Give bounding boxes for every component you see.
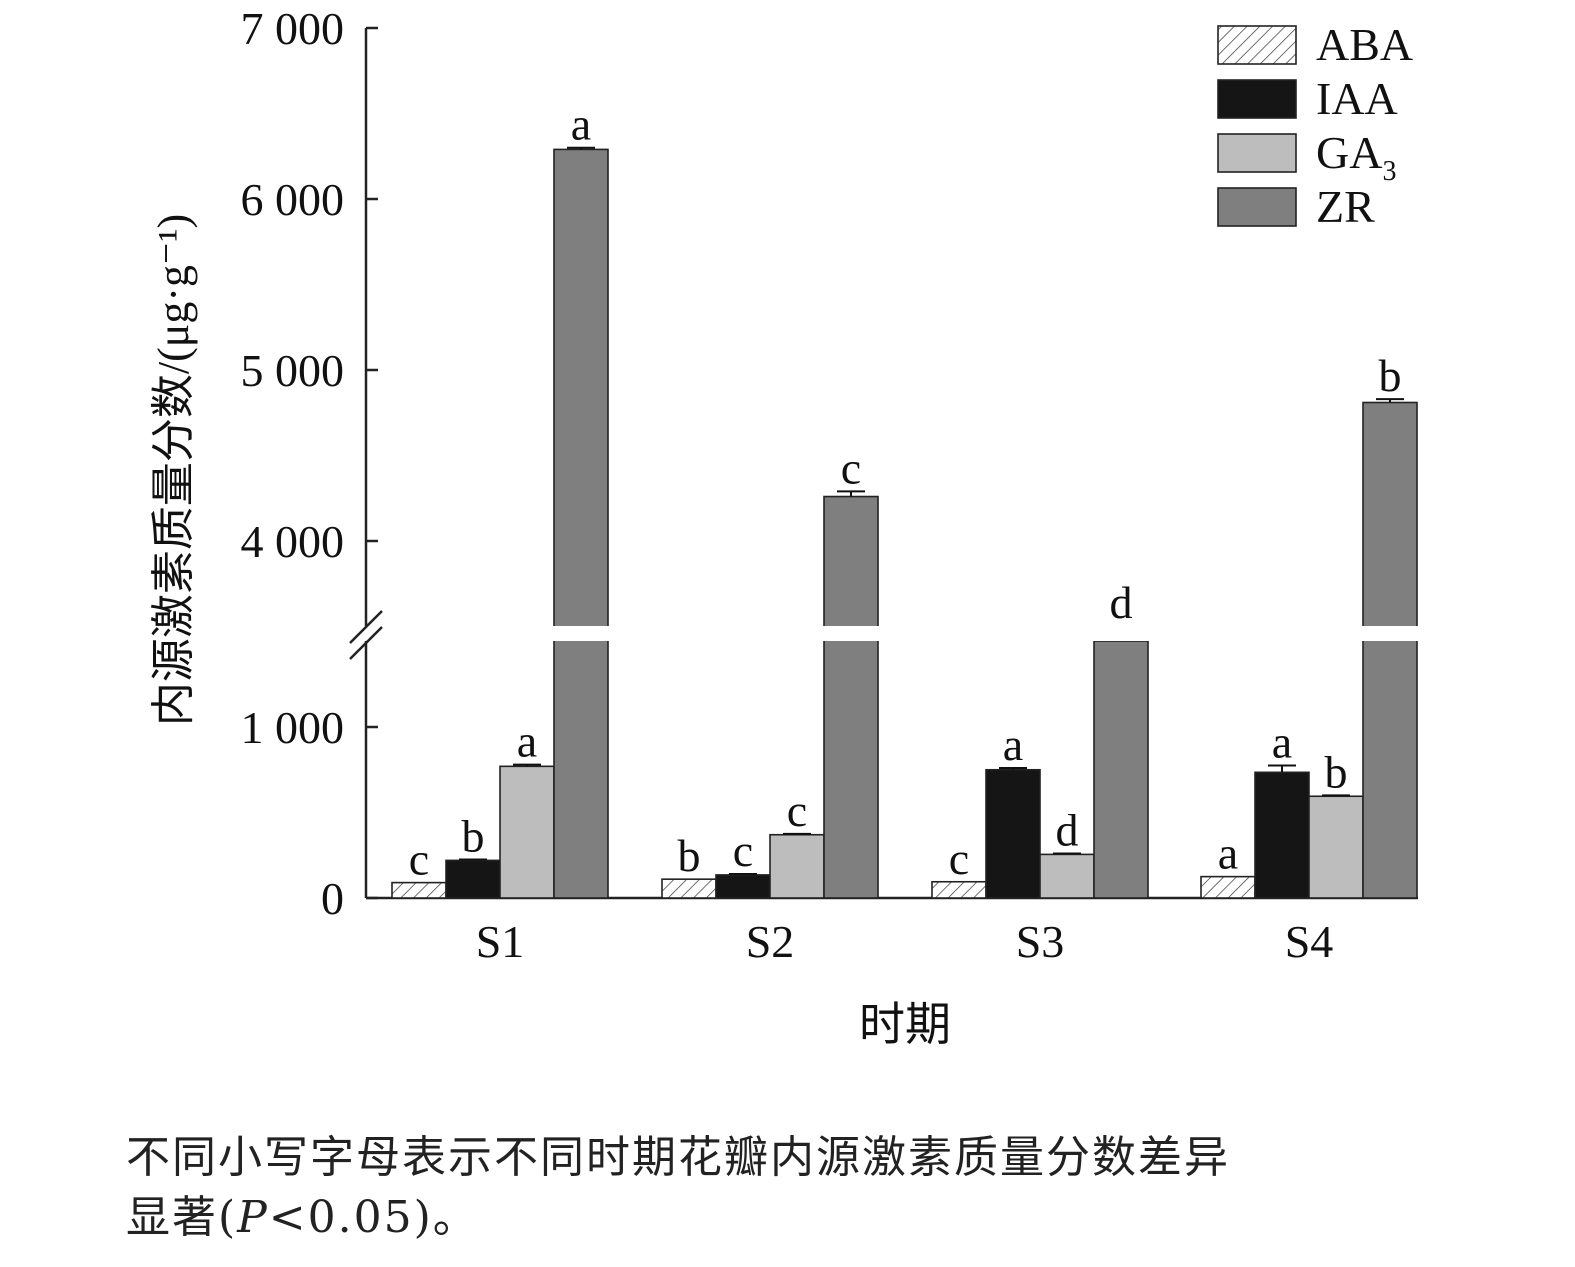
legend-subscript: 3 xyxy=(1382,156,1396,187)
legend-swatch-aba xyxy=(1217,25,1297,65)
legend-swatch-iaa xyxy=(1217,79,1297,119)
significance-letter: b xyxy=(678,830,701,881)
x-tick-label: S4 xyxy=(1285,916,1334,967)
y-tick-label: 5 000 xyxy=(241,345,345,396)
x-tick-label: S2 xyxy=(746,916,795,967)
significance-letter: b xyxy=(1325,746,1348,797)
significance-letter: a xyxy=(517,716,537,767)
y-tick-label: 0 xyxy=(321,873,344,924)
bar-ga-s3 xyxy=(1039,853,1095,899)
significance-letter: a xyxy=(1272,716,1292,767)
bar-ga-s1 xyxy=(499,765,555,899)
bars xyxy=(391,146,1418,899)
x-axis-label: 时期 xyxy=(859,999,951,1050)
caption-suffix: <0.05)。 xyxy=(268,1192,479,1243)
break-mark xyxy=(349,626,383,660)
figure-caption: 不同小写字母表示不同时期花瓣内源激素质量分数差异 显著(P<0.05)。 xyxy=(126,1128,1526,1248)
significance-letter: c xyxy=(841,442,861,493)
bar-zr-s1 xyxy=(553,148,609,899)
x-tick-label: S3 xyxy=(1016,916,1065,967)
bar-aba-s2 xyxy=(661,878,717,899)
bar-iaa-s1 xyxy=(445,859,501,899)
significance-letter: a xyxy=(1003,719,1023,770)
bar-iaa-s2 xyxy=(715,874,771,899)
axes: 0 1 000 4 000 5 000 6 000 7 000 xyxy=(241,3,1418,924)
bar-zr-s4 xyxy=(1362,401,1418,899)
bar-zr-s2 xyxy=(823,495,879,899)
bar-aba-s3 xyxy=(931,880,987,899)
legend-label-iaa: IAA xyxy=(1316,73,1398,124)
significance-letter: c xyxy=(733,825,753,876)
significance-letter: c xyxy=(409,834,429,885)
bar-aba-s1 xyxy=(391,881,447,899)
legend-swatch-zr xyxy=(1217,187,1297,227)
bar-zr-s3 xyxy=(1093,640,1149,899)
bar-ga-s4 xyxy=(1308,795,1364,899)
caption-p: P xyxy=(237,1192,269,1243)
significance-letter: c xyxy=(949,833,969,884)
significance-letter: d xyxy=(1056,805,1079,856)
break-mark xyxy=(349,610,383,644)
legend-label-ga: GA3 xyxy=(1316,127,1396,187)
bar-ga-s2 xyxy=(769,833,825,899)
significance-letter: d xyxy=(1110,577,1133,628)
y-tick-label: 6 000 xyxy=(241,174,345,225)
caption-line-1: 不同小写字母表示不同时期花瓣内源激素质量分数差异 xyxy=(126,1132,1230,1183)
caption-line-2: 显著(P<0.05)。 xyxy=(126,1188,1526,1248)
axis-break xyxy=(349,610,1423,660)
legend-label-aba: ABA xyxy=(1316,19,1413,70)
legend-swatch-ga xyxy=(1217,133,1297,173)
significance-letter: b xyxy=(1379,350,1402,401)
significance-letter: c xyxy=(787,785,807,836)
y-tick-label: 4 000 xyxy=(241,516,345,567)
bar-iaa-s4 xyxy=(1254,771,1310,899)
caption-prefix: 显著( xyxy=(126,1192,238,1243)
bar-iaa-s3 xyxy=(985,768,1041,899)
significance-letter: a xyxy=(571,99,591,150)
break-gap xyxy=(363,626,1423,641)
significance-letter: a xyxy=(1218,828,1238,879)
significance-letter: b xyxy=(462,811,485,862)
x-tick-label: S1 xyxy=(476,916,525,967)
y-tick-label: 1 000 xyxy=(241,702,345,753)
legend-label-zr: ZR xyxy=(1316,181,1375,232)
y-axis-label: 内源激素质量分数/(μg·g⁻¹) xyxy=(149,214,198,726)
bar-aba-s4 xyxy=(1200,875,1256,899)
y-tick-label: 7 000 xyxy=(241,3,345,54)
